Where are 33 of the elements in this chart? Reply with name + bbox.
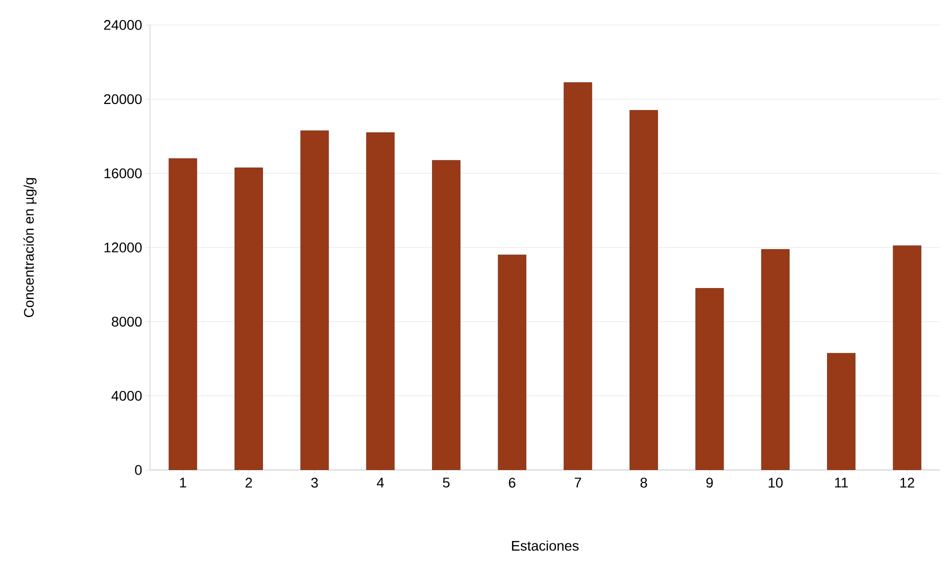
x-tick-label: 10 [768, 478, 783, 488]
y-axis-title: Concentración en µg/g [23, 178, 37, 318]
y-tick-label: 24000 [104, 20, 142, 30]
x-tick-label: 6 [508, 478, 516, 488]
bar [432, 160, 460, 470]
bar [892, 245, 922, 470]
y-tick-label: 12000 [104, 242, 142, 252]
x-axis-title: Estaciones [512, 540, 579, 551]
bar [168, 158, 198, 470]
x-tick-label: 9 [706, 478, 713, 488]
bar [827, 352, 856, 470]
x-tick-label: 11 [835, 478, 848, 488]
x-tick-label: 3 [311, 478, 318, 488]
bar [300, 130, 329, 470]
bar [695, 288, 724, 470]
x-tick-label: 4 [376, 478, 384, 488]
bar [761, 249, 790, 470]
bar [498, 254, 526, 470]
y-tick-label: 8000 [112, 316, 142, 327]
y-tick-label: 4000 [112, 390, 142, 401]
x-tick-label: 7 [574, 478, 582, 488]
x-tick-label: 5 [442, 478, 450, 488]
bar [630, 110, 658, 470]
bar [234, 168, 263, 470]
y-tick-label: 0 [135, 465, 142, 475]
x-tick-label: 1 [180, 478, 186, 488]
y-tick-label: 20000 [104, 94, 142, 104]
x-tick-label: 2 [246, 478, 252, 488]
x-tick-label: 12 [900, 478, 914, 488]
x-tick-label: 8 [640, 478, 648, 488]
bar [366, 132, 395, 470]
bar [564, 82, 592, 470]
y-tick-label: 16000 [104, 168, 142, 178]
